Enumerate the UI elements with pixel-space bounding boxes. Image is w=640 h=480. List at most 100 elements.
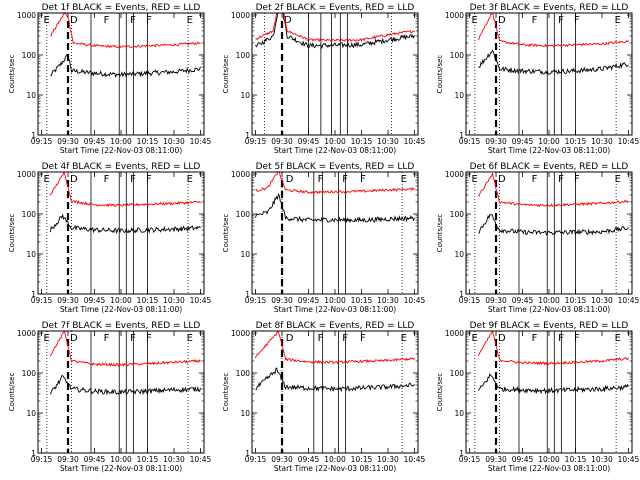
y-tick-label: 10	[240, 250, 250, 259]
x-tick-label: 09:45	[84, 137, 106, 146]
x-tick-label: 10:15	[565, 137, 587, 146]
panel-title: Det 4f BLACK = Events, RED = LLD	[42, 162, 201, 172]
y-axis-label: Counts/sec	[8, 55, 16, 94]
x-tick-label: 10:15	[137, 455, 159, 464]
x-tick-label: 09:30	[485, 296, 507, 305]
marker-letter: F	[130, 333, 136, 344]
plot-frame	[465, 12, 633, 136]
panel-det-6f: Det 6f BLACK = Events, RED = LLD Counts/s…	[436, 162, 639, 314]
x-tick-label: 09:30	[271, 296, 293, 305]
y-tick-label: 100	[450, 51, 465, 60]
plot-frame	[251, 330, 419, 454]
series-events-line	[49, 375, 201, 396]
x-tick-label: 10:15	[565, 455, 587, 464]
x-tick-label: 09:30	[485, 455, 507, 464]
series-lld-line	[255, 13, 415, 43]
plot-frame	[251, 12, 419, 136]
x-tick-label: 10:30	[591, 455, 613, 464]
x-tick-label: 09:15	[245, 137, 267, 146]
y-tick-label: 10	[454, 91, 464, 100]
x-tick-label: 09:15	[31, 137, 53, 146]
series-events-line	[478, 49, 629, 76]
panel-det-8f: Det 8f BLACK = Events, RED = LLD Counts/s…	[222, 321, 425, 473]
series-events-line	[255, 13, 415, 50]
marker-letter: D	[498, 15, 506, 26]
marker-letter: F	[558, 174, 564, 185]
series-group	[477, 331, 629, 395]
panel-det-9f: Det 9f BLACK = Events, RED = LLD Counts/s…	[436, 321, 639, 473]
y-tick-label: 100	[450, 369, 465, 378]
x-axis-label: Start Time (22-Nov-03 08:11:00)	[60, 464, 182, 473]
x-tick-label: 10:15	[351, 296, 373, 305]
y-axis-label: Counts/sec	[436, 55, 444, 94]
series-lld-line	[478, 172, 629, 208]
marker-letter: F	[104, 174, 110, 185]
marker-letter: D	[70, 333, 78, 344]
marker-letter: E	[472, 15, 478, 26]
x-axis-label: Start Time (22-Nov-03 08:11:00)	[60, 305, 182, 314]
panel-title: Det 5f BLACK = Events, RED = LLD	[256, 162, 415, 172]
series-group	[255, 172, 415, 224]
x-tick-label: 10:30	[377, 296, 399, 305]
x-tick-label: 10:30	[591, 296, 613, 305]
y-tick-label: 100	[22, 210, 37, 219]
series-group	[49, 172, 201, 235]
panel-title: Det 7f BLACK = Events, RED = LLD	[42, 321, 201, 331]
y-tick-label: 100	[236, 210, 251, 219]
marker-letter: F	[342, 333, 348, 344]
series-group	[478, 172, 629, 237]
y-tick-label: 100	[22, 369, 37, 378]
y-tick-label: 10	[26, 91, 36, 100]
x-axis-label: Start Time (22-Nov-03 08:11:00)	[274, 305, 396, 314]
y-tick-label: 1000	[17, 329, 36, 338]
marker-letter: E	[615, 333, 621, 344]
y-axis-label: Counts/sec	[222, 214, 230, 253]
series-lld-line	[50, 13, 201, 49]
x-tick-label: 10:00	[324, 296, 346, 305]
x-tick-label: 09:15	[459, 455, 481, 464]
marker-letter: F	[558, 15, 564, 26]
panel-title: Det 2f BLACK = Events, RED = LLD	[256, 3, 415, 13]
y-tick-label: 1	[459, 290, 464, 299]
x-tick-label: 10:15	[351, 137, 373, 146]
y-tick-label: 100	[236, 369, 251, 378]
marker-letter: F	[342, 174, 348, 185]
x-tick-label: 10:00	[324, 137, 346, 146]
marker-letter: F	[104, 333, 110, 344]
y-axis-label: Counts/sec	[436, 373, 444, 412]
x-tick-label: 10:45	[190, 137, 212, 146]
x-tick-label: 10:45	[618, 455, 640, 464]
plot-frame	[465, 171, 633, 295]
plot-frame	[37, 12, 205, 136]
x-tick-label: 09:45	[298, 137, 320, 146]
marker-letter: F	[532, 174, 538, 185]
x-tick-label: 09:15	[31, 455, 53, 464]
plot-frame	[37, 171, 205, 295]
marker-letter: E	[44, 333, 50, 344]
y-tick-label: 10	[240, 409, 250, 418]
y-axis-label: Counts/sec	[222, 55, 230, 94]
marker-letter: F	[558, 333, 564, 344]
panel-det-2f: Det 2f BLACK = Events, RED = LLD Counts/s…	[222, 3, 425, 155]
marker-letter: E	[187, 15, 193, 26]
y-tick-label: 1000	[231, 11, 250, 20]
x-tick-label: 09:45	[84, 296, 106, 305]
series-events-line	[255, 192, 415, 224]
marker-letter: F	[532, 333, 538, 344]
x-tick-label: 09:15	[245, 296, 267, 305]
y-tick-label: 1000	[445, 170, 464, 179]
y-axis-label: Counts/sec	[8, 214, 16, 253]
marker-letter: D	[286, 174, 294, 185]
x-tick-label: 10:45	[618, 296, 640, 305]
y-tick-label: 1	[31, 290, 36, 299]
x-axis-label: Start Time (22-Nov-03 08:11:00)	[60, 146, 182, 155]
y-tick-label: 1	[459, 449, 464, 458]
panel-det-3f: Det 3f BLACK = Events, RED = LLD Counts/s…	[436, 3, 639, 155]
x-tick-label: 10:30	[163, 296, 185, 305]
x-tick-label: 10:45	[404, 455, 426, 464]
x-tick-label: 09:30	[57, 296, 79, 305]
x-tick-label: 10:30	[163, 455, 185, 464]
x-tick-label: 10:45	[404, 296, 426, 305]
series-events-line	[478, 213, 629, 237]
series-events-line	[49, 213, 201, 235]
